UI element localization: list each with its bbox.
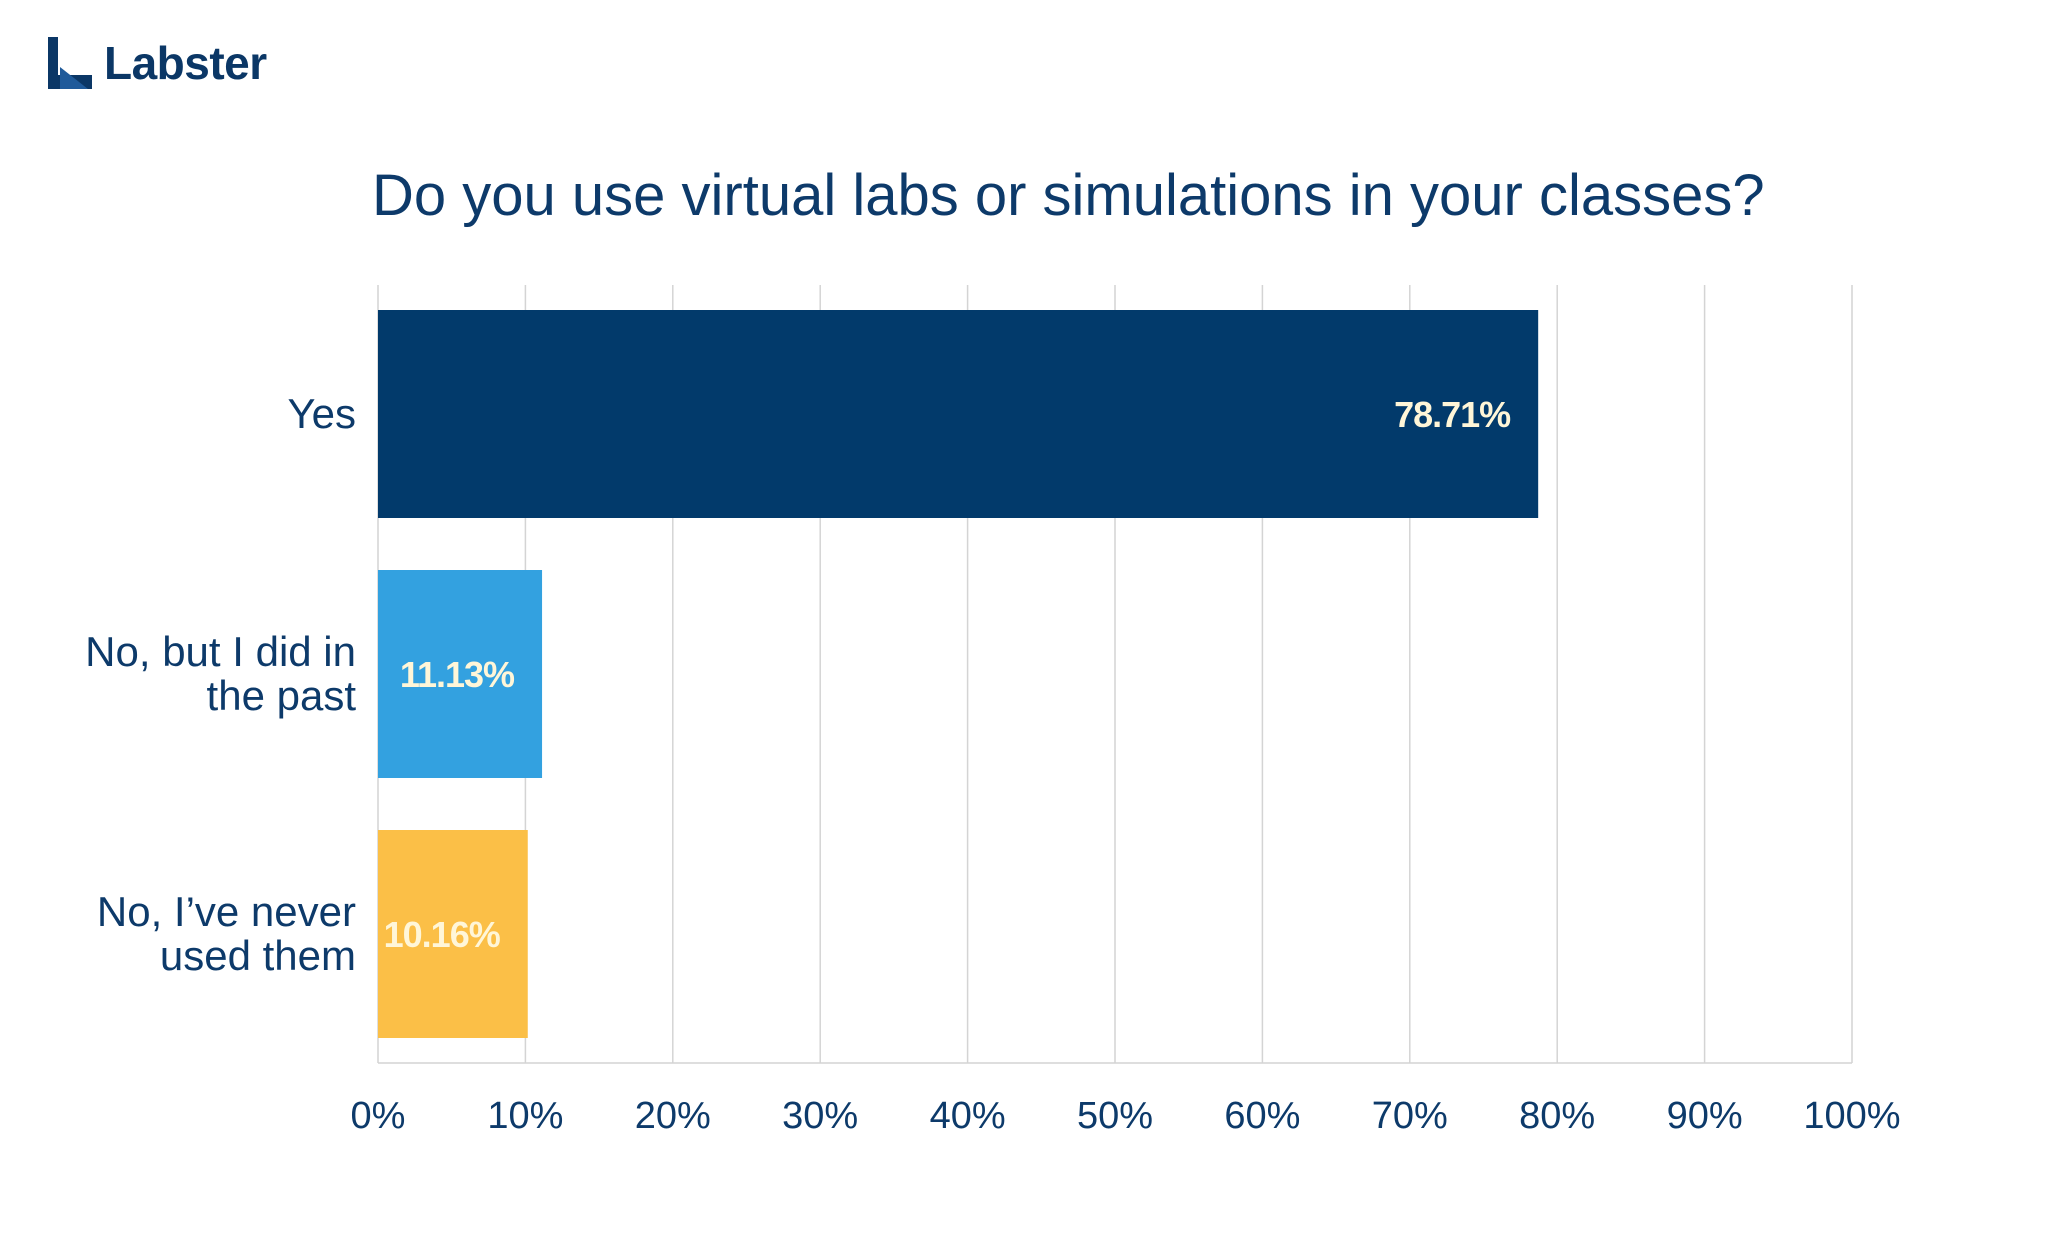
chart-title: Do you use virtual labs or simulations i… <box>372 163 1765 228</box>
bar <box>378 310 1539 518</box>
bar <box>378 570 543 778</box>
x-tick-label: 20% <box>635 1095 711 1137</box>
y-tick-label: Yes <box>287 390 356 437</box>
data-label: 11.13% <box>400 654 515 695</box>
brand-name: Labster <box>104 37 267 89</box>
x-tick-label: 10% <box>487 1095 563 1137</box>
y-tick-label: No, I’ve never used them <box>97 888 356 979</box>
brand-logo: Labster <box>48 36 267 90</box>
x-tick-label: 30% <box>782 1095 858 1137</box>
data-label: 10.16% <box>384 914 501 955</box>
x-tick-label: 60% <box>1224 1095 1300 1137</box>
data-label: 78.71% <box>1394 394 1511 435</box>
x-tick-label: 90% <box>1667 1095 1743 1137</box>
y-tick-label: No, but I did in the past <box>85 628 356 719</box>
x-tick-label: 70% <box>1372 1095 1448 1137</box>
x-tick-label: 100% <box>1803 1095 1900 1137</box>
x-tick-label: 0% <box>351 1095 406 1137</box>
labster-logo-icon <box>48 37 92 89</box>
x-tick-label: 40% <box>930 1095 1006 1137</box>
x-tick-label: 50% <box>1077 1095 1153 1137</box>
x-tick-label: 80% <box>1519 1095 1595 1137</box>
bar <box>378 830 528 1038</box>
